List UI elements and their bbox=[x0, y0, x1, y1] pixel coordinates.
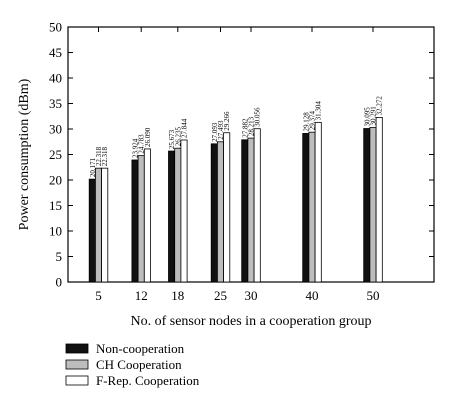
bar bbox=[95, 167, 103, 283]
x-tick-label: 5 bbox=[95, 288, 102, 303]
y-tick-label: 50 bbox=[49, 20, 62, 35]
bar bbox=[223, 132, 231, 283]
bar bbox=[241, 139, 249, 283]
y-tick-label: 5 bbox=[56, 249, 63, 264]
bar bbox=[168, 150, 176, 283]
legend-swatch bbox=[65, 343, 89, 354]
data-label: 30.056 bbox=[254, 107, 262, 127]
y-tick-label: 20 bbox=[49, 173, 62, 188]
legend-label: Non-cooperation bbox=[96, 341, 185, 356]
legend-label: CH Cooperation bbox=[96, 357, 182, 372]
data-label: 26.090 bbox=[144, 127, 152, 147]
y-tick-label: 15 bbox=[49, 198, 62, 213]
bar bbox=[363, 128, 371, 283]
data-label: 31.304 bbox=[315, 101, 323, 121]
x-tick-label: 40 bbox=[306, 288, 319, 303]
bar bbox=[131, 159, 139, 283]
x-tick-label: 12 bbox=[135, 288, 148, 303]
data-label: 27.493 bbox=[217, 120, 225, 140]
data-label: 29.374 bbox=[309, 110, 317, 130]
data-label: 22.318 bbox=[101, 146, 109, 166]
y-tick-label: 45 bbox=[49, 45, 62, 60]
data-label: 24.783 bbox=[138, 134, 146, 154]
legend-swatch bbox=[65, 359, 89, 370]
bar bbox=[137, 155, 145, 283]
data-label: 27.882 bbox=[241, 118, 249, 138]
data-label: 29.266 bbox=[223, 111, 231, 131]
bar bbox=[369, 127, 377, 283]
bar bbox=[180, 139, 188, 283]
bar bbox=[253, 128, 261, 283]
data-label: 32.272 bbox=[376, 96, 384, 116]
data-label: 27.844 bbox=[181, 118, 189, 138]
bar bbox=[302, 133, 310, 283]
bar bbox=[308, 131, 316, 283]
bar bbox=[375, 117, 383, 283]
y-tick-label: 30 bbox=[49, 122, 62, 137]
data-label: 30.095 bbox=[363, 107, 371, 127]
bar bbox=[216, 141, 224, 283]
bar bbox=[210, 143, 218, 283]
y-tick-label: 35 bbox=[49, 96, 62, 111]
legend-label: F-Rep. Cooperation bbox=[96, 373, 200, 388]
legend-swatch bbox=[65, 375, 89, 386]
bar bbox=[247, 137, 255, 283]
data-label: 30.291 bbox=[370, 106, 378, 126]
data-label: 23.924 bbox=[132, 138, 140, 158]
x-axis-label: No. of sensor nodes in a cooperation gro… bbox=[130, 314, 371, 329]
data-label: 20.171 bbox=[89, 157, 97, 177]
data-label: 29.128 bbox=[302, 112, 310, 132]
data-label: 26.235 bbox=[174, 126, 182, 146]
y-tick-label: 40 bbox=[49, 71, 62, 86]
bar bbox=[143, 148, 151, 283]
data-label: 27.093 bbox=[211, 122, 219, 142]
x-tick-label: 25 bbox=[214, 288, 227, 303]
bar bbox=[314, 121, 322, 283]
y-tick-label: 25 bbox=[49, 147, 62, 162]
x-tick-label: 50 bbox=[367, 288, 380, 303]
y-tick-label: 0 bbox=[56, 275, 63, 290]
bar bbox=[88, 178, 96, 283]
y-axis: 0 5 10 15 20 25 30 35 40 45 50 bbox=[49, 20, 434, 290]
data-label: 22.318 bbox=[95, 146, 103, 166]
bar bbox=[174, 147, 182, 283]
data-label: 28.213 bbox=[248, 116, 256, 136]
y-tick-label: 10 bbox=[49, 224, 62, 239]
x-tick-label: 30 bbox=[245, 288, 258, 303]
bars bbox=[88, 117, 383, 283]
bar bbox=[101, 167, 109, 283]
data-label: 25.673 bbox=[168, 129, 176, 149]
y-axis-label: Power consumption (dBm) bbox=[17, 78, 32, 230]
x-tick-label: 18 bbox=[171, 288, 184, 303]
